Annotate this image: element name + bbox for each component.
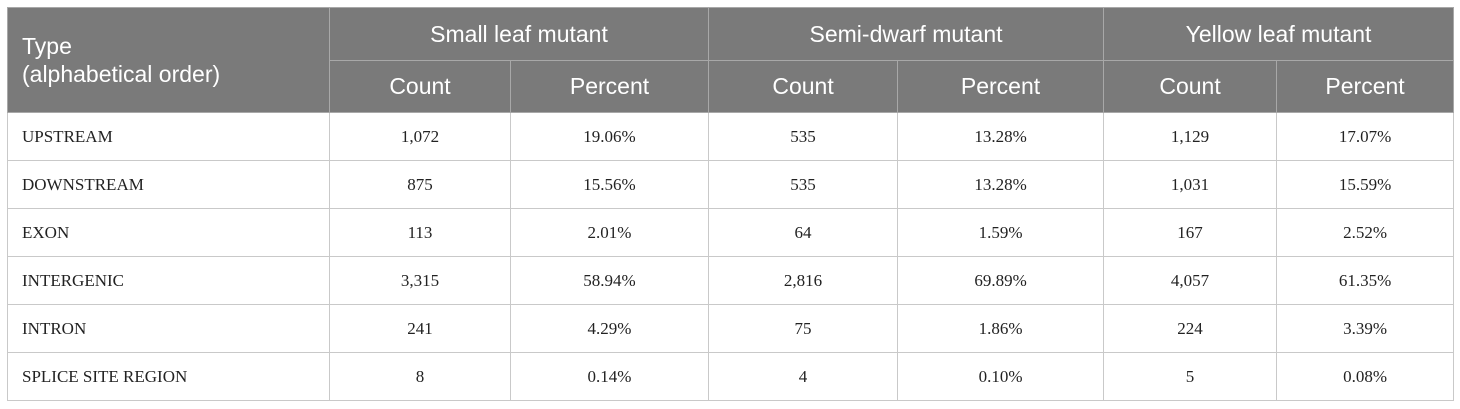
semi-dwarf-count-cell: 535 (708, 112, 899, 161)
small-leaf-percent-cell: 0.14% (509, 352, 710, 401)
semi-dwarf-percent-cell: 1.59% (897, 208, 1105, 257)
table-body: UPSTREAM 1,072 19.06% 535 13.28% 1,129 1… (7, 112, 1455, 401)
group-header-yellow-leaf: Yellow leaf mutant (1103, 7, 1455, 61)
count-header: Count (329, 60, 511, 113)
type-cell: SPLICE SITE REGION (7, 352, 330, 401)
small-leaf-count-cell: 113 (329, 208, 511, 257)
table-row: INTRON 241 4.29% 75 1.86% 224 3.39% (7, 304, 1455, 353)
small-leaf-percent-cell: 58.94% (509, 256, 710, 305)
yellow-leaf-count-cell: 4,057 (1103, 256, 1278, 305)
variant-type-table-container: Type (alphabetical order) Small leaf mut… (7, 7, 1455, 401)
yellow-leaf-percent-cell: 17.07% (1276, 112, 1455, 161)
header-sub-row: Count Percent Count Percent Count Percen… (8, 60, 1455, 113)
small-leaf-count-cell: 875 (329, 160, 511, 209)
yellow-leaf-percent-cell: 3.39% (1276, 304, 1455, 353)
count-header: Count (708, 60, 899, 113)
small-leaf-percent-cell: 19.06% (509, 112, 710, 161)
small-leaf-percent-cell: 15.56% (509, 160, 710, 209)
table-row: UPSTREAM 1,072 19.06% 535 13.28% 1,129 1… (7, 112, 1455, 161)
small-leaf-count-cell: 241 (329, 304, 511, 353)
yellow-leaf-count-cell: 5 (1103, 352, 1278, 401)
semi-dwarf-count-cell: 535 (708, 160, 899, 209)
header-group-row: Type (alphabetical order) Small leaf mut… (7, 7, 1455, 113)
small-leaf-count-cell: 8 (329, 352, 511, 401)
semi-dwarf-percent-cell: 0.10% (897, 352, 1105, 401)
yellow-leaf-count-cell: 224 (1103, 304, 1278, 353)
semi-dwarf-percent-cell: 13.28% (897, 112, 1105, 161)
small-leaf-count-cell: 1,072 (329, 112, 511, 161)
percent-header: Percent (897, 60, 1105, 113)
semi-dwarf-percent-cell: 13.28% (897, 160, 1105, 209)
yellow-leaf-percent-cell: 2.52% (1276, 208, 1455, 257)
yellow-leaf-count-cell: 167 (1103, 208, 1278, 257)
type-column-header: Type (alphabetical order) (7, 7, 330, 113)
semi-dwarf-count-cell: 64 (708, 208, 899, 257)
table-header: Type (alphabetical order) Small leaf mut… (7, 7, 1455, 113)
type-cell: INTRON (7, 304, 330, 353)
percent-header: Percent (1276, 60, 1455, 113)
yellow-leaf-percent-cell: 15.59% (1276, 160, 1455, 209)
table-row: SPLICE SITE REGION 8 0.14% 4 0.10% 5 0.0… (7, 352, 1455, 401)
small-leaf-percent-cell: 4.29% (509, 304, 710, 353)
table-row: INTERGENIC 3,315 58.94% 2,816 69.89% 4,0… (7, 256, 1455, 305)
variant-type-table: Type (alphabetical order) Small leaf mut… (7, 7, 1455, 401)
percent-header: Percent (509, 60, 710, 113)
small-leaf-percent-cell: 2.01% (509, 208, 710, 257)
yellow-leaf-percent-cell: 61.35% (1276, 256, 1455, 305)
type-header-line2: (alphabetical order) (22, 61, 221, 87)
group-header-small-leaf: Small leaf mutant (328, 7, 710, 61)
type-header-line1: Type (22, 33, 72, 59)
semi-dwarf-count-cell: 4 (708, 352, 899, 401)
yellow-leaf-count-cell: 1,031 (1103, 160, 1278, 209)
semi-dwarf-percent-cell: 69.89% (897, 256, 1105, 305)
type-cell: DOWNSTREAM (7, 160, 330, 209)
semi-dwarf-count-cell: 2,816 (708, 256, 899, 305)
type-cell: INTERGENIC (7, 256, 330, 305)
type-cell: EXON (7, 208, 330, 257)
yellow-leaf-percent-cell: 0.08% (1276, 352, 1455, 401)
count-header: Count (1103, 60, 1278, 113)
type-cell: UPSTREAM (7, 112, 330, 161)
table-row: DOWNSTREAM 875 15.56% 535 13.28% 1,031 1… (7, 160, 1455, 209)
yellow-leaf-count-cell: 1,129 (1103, 112, 1278, 161)
table-row: EXON 113 2.01% 64 1.59% 167 2.52% (7, 208, 1455, 257)
semi-dwarf-percent-cell: 1.86% (897, 304, 1105, 353)
semi-dwarf-count-cell: 75 (708, 304, 899, 353)
group-header-semi-dwarf: Semi-dwarf mutant (708, 7, 1105, 61)
small-leaf-count-cell: 3,315 (329, 256, 511, 305)
